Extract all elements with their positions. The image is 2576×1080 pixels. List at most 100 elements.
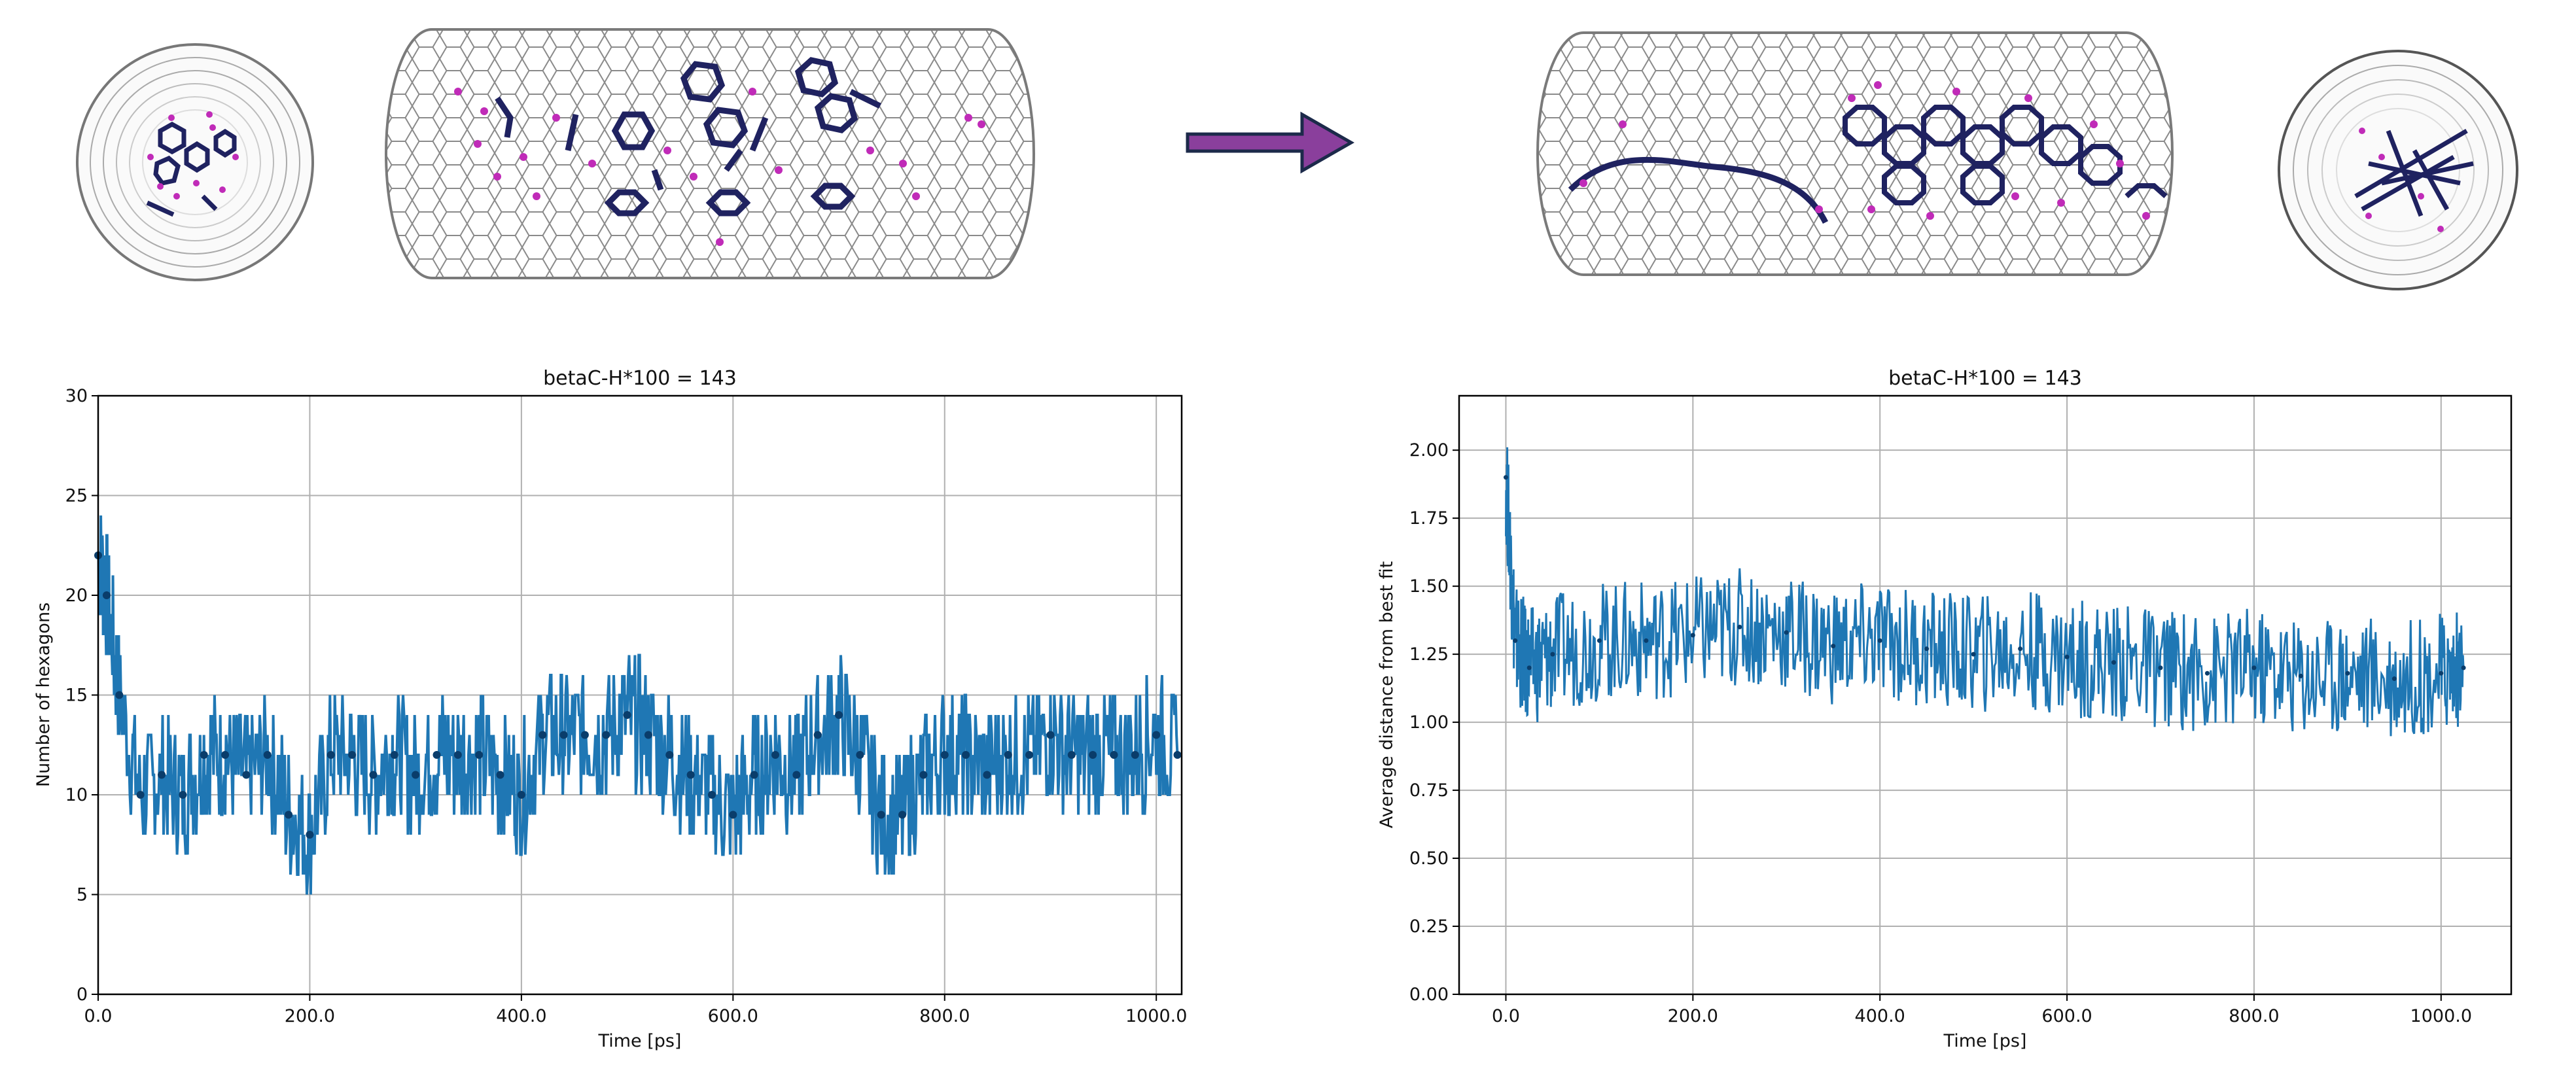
chart-distance-data-point: [2158, 665, 2163, 671]
chart-hexagons-data-point: [348, 751, 357, 759]
chart-hexagons-data-point: [623, 711, 631, 719]
chart-hexagons-xtick-label: 400.0: [496, 1006, 546, 1026]
chart-hexagons-data-point: [707, 791, 716, 799]
chart-distance-data-point: [1597, 638, 1602, 643]
chart-distance-data-point: [1784, 630, 1789, 635]
chart-distance-xtick-label: 200.0: [1668, 1006, 1718, 1026]
chart-distance-ytick-label: 0.75: [1409, 780, 1449, 801]
chart-distance-data-point: [1737, 625, 1742, 630]
chart-distance-ytick-label: 2.00: [1409, 440, 1449, 461]
nanotube-side-view-left: [385, 28, 1035, 279]
chart-hexagons-data-point: [919, 771, 928, 779]
chart-hexagons-data-point: [1173, 751, 1182, 759]
nanotube-end-view-left: [76, 43, 314, 281]
chart-hexagons-data-point: [242, 771, 251, 779]
chart-hexagons-data-point: [983, 771, 991, 779]
nanotube-side-view-right: [1536, 31, 2174, 276]
chart-distance-data-point: [1877, 638, 1882, 643]
chart-hexagons-data-point: [1131, 751, 1139, 759]
chart-distance-data-point: [1513, 638, 1518, 643]
chart-hexagons-data-point: [750, 771, 758, 779]
chart-hexagons-data-point: [390, 751, 398, 759]
chart-distance-data-point: [1831, 644, 1836, 649]
chart-hexagons-data-point: [221, 751, 230, 759]
chart-hexagons-data-point: [686, 771, 695, 779]
initial-state-illustration: [76, 28, 1035, 281]
chart-hexagons-ytick-label: 30: [65, 386, 88, 406]
chart-hexagons-xtick-label: 600.0: [708, 1006, 758, 1026]
chart-distance-ytick-label: 0.50: [1409, 848, 1449, 869]
chart-distance-data-point: [2345, 671, 2350, 676]
chart-hexagons-data-point: [792, 771, 801, 779]
chart-hexagons-data-point: [580, 731, 589, 739]
chart-distance-data-point: [1690, 633, 1695, 638]
chart-distance-data-point: [2298, 673, 2303, 678]
chart-hexagons-data-point: [412, 771, 420, 779]
chart-hexagons-ytick-label: 5: [77, 885, 88, 905]
chart-distance-series-trace: [1505, 447, 2465, 737]
chart-hexagons-xtick-label: 200.0: [285, 1006, 335, 1026]
chart-hexagons-data-point: [306, 831, 314, 839]
chart-distance-data-point: [2204, 671, 2210, 676]
chart-hexagons-ylabel: Number of hexagons: [33, 602, 54, 787]
chart-distance-data-point: [2439, 671, 2444, 676]
chart-hexagons-data-point: [475, 751, 484, 759]
chart-hexagons-ytick-label: 10: [65, 785, 88, 805]
chart-hexagons-data-point: [263, 751, 272, 759]
chart-hexagons-data-point: [602, 731, 610, 739]
chart-hexagons-data-point: [877, 810, 885, 819]
chart-hexagons-data-point: [285, 810, 293, 819]
chart-hexagons-data-point: [898, 810, 907, 819]
chart-hexagons-series-trace: [97, 515, 1179, 895]
chart-distance-ytick-label: 0.25: [1409, 916, 1449, 937]
transition-arrow: [1186, 111, 1355, 174]
chart-distance-data-point: [1526, 665, 1532, 671]
chart-distance-data-point: [1550, 652, 1555, 657]
chart-distance-ytick-label: 0.00: [1409, 984, 1449, 1005]
chart-hexagons-data-point: [1089, 751, 1097, 759]
chart-distance-xlabel: Time [ps]: [1943, 1031, 2027, 1051]
chart-hexagons-data-point: [729, 810, 737, 819]
chart-hexagons-data-point: [962, 751, 970, 759]
chart-distance-data-point: [2251, 665, 2257, 671]
chart-hexagons-data-point: [432, 751, 441, 759]
chart-distance-ytick-label: 1.75: [1409, 508, 1449, 529]
chart-hexagons-ytick-label: 20: [65, 585, 88, 606]
chart-hexagons-ytick-label: 25: [65, 486, 88, 506]
chart-hexagons-data-point: [453, 751, 462, 759]
chart-distance-data-point: [2461, 665, 2466, 671]
chart-hexagons-data-point: [1046, 731, 1055, 739]
chart-distance-data-point: [2111, 660, 2117, 665]
chart-distance-data-point: [1644, 638, 1649, 643]
chart-hexagons-data-point: [369, 771, 378, 779]
chart-hexagons-data-point: [200, 751, 208, 759]
chart-distance-xtick-label: 1000.0: [2410, 1006, 2472, 1026]
nanotube-end-view-right: [2278, 50, 2518, 290]
chart-distance-frame: [1458, 394, 2513, 996]
chart-hexagons-ytick-label: 15: [65, 686, 88, 706]
chart-distance-data-point: [2064, 654, 2070, 659]
chart-hexagons-ytick-label: 0: [77, 984, 88, 1005]
chart-hexagons-xlabel: Time [ps]: [598, 1031, 682, 1051]
chart-hexagons-data-point: [771, 751, 779, 759]
chart-distance-xtick-label: 400.0: [1855, 1006, 1905, 1026]
chart-hexagons-data-point: [1152, 731, 1161, 739]
chart-hexagons-data-point: [559, 731, 568, 739]
chart-hexagons-data-point: [835, 711, 843, 719]
chart-distance-xtick-label: 600.0: [2041, 1006, 2092, 1026]
chart-distance-data-point: [2391, 676, 2397, 682]
chart-hexagons-data-point: [538, 731, 547, 739]
chart-hexagons-data-point: [158, 771, 166, 779]
chart-distance: betaC-H*100 = 143 0.0 200.0 400.0 600.0 800.…: [1377, 367, 2513, 1051]
chart-hexagons-data-point: [517, 791, 525, 799]
chart-hexagons-data-point: [496, 771, 504, 779]
chart-hexagons-data-point: [856, 751, 864, 759]
chart-hexagons-data-point: [102, 591, 111, 599]
chart-hexagons-data-point: [1004, 751, 1012, 759]
chart-hexagons-data-point: [940, 751, 949, 759]
chart-hexagons-xtick-label: 1000.0: [1125, 1006, 1187, 1026]
chart-hexagons-data-point: [1025, 751, 1034, 759]
chart-distance-data-point: [1924, 646, 1930, 652]
chart-hexagons-data-point: [326, 751, 335, 759]
